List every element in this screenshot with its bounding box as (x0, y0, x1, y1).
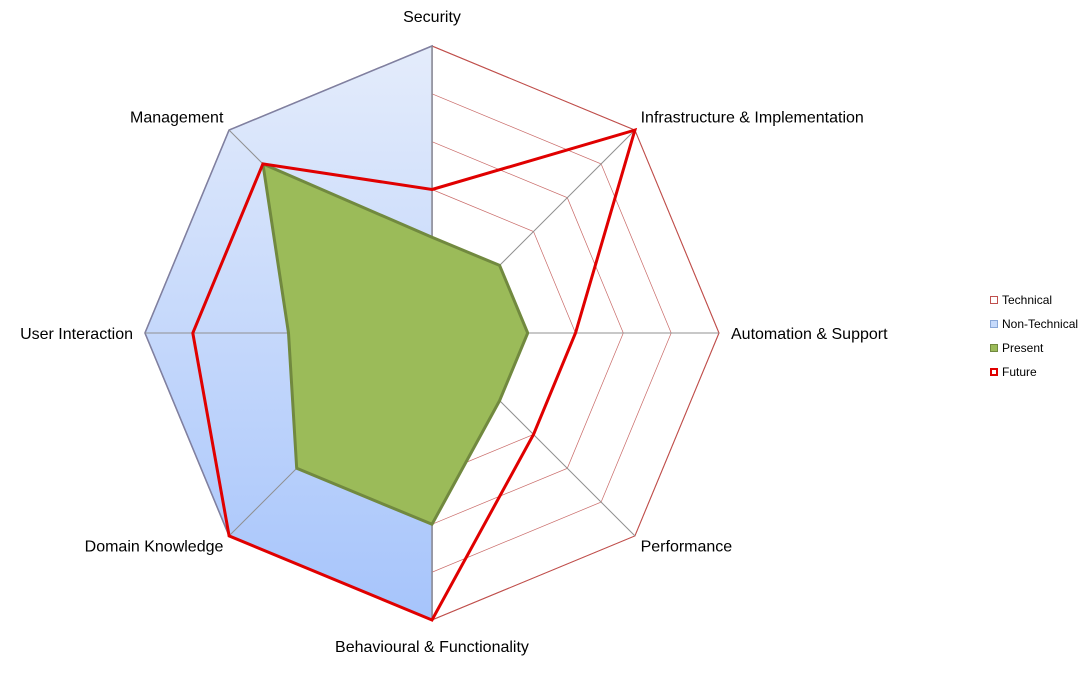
legend-item-present: Present (990, 336, 1078, 360)
axis-label-automation-and-support: Automation & Support (731, 326, 888, 343)
front-series-layer (191, 127, 638, 622)
axis-label-domain-knowledge: Domain Knowledge (85, 539, 224, 556)
axis-label-user-interaction: User Interaction (20, 326, 133, 343)
legend-label-future: Future (1002, 365, 1037, 379)
axis-labels-layer: Security Infrastructure & Implementation A… (20, 9, 888, 656)
legend: Technical Non-Technical Present Future (990, 288, 1078, 384)
series-area-present (261, 162, 530, 526)
legend-item-technical: Technical (990, 288, 1078, 312)
axis-label-management: Management (130, 109, 224, 126)
axis-label-infrastructure-and-implementation: Infrastructure & Implementation (641, 109, 864, 126)
legend-label-technical: Technical (1002, 293, 1053, 307)
legend-swatch-present (990, 344, 998, 352)
legend-swatch-non-technical (990, 320, 998, 328)
axis-label-behavioural-and-functionality: Behavioural & Functionality (335, 639, 529, 656)
axis-label-performance: Performance (641, 539, 733, 556)
legend-item-non-technical: Non-Technical (990, 312, 1078, 336)
legend-swatch-technical (990, 296, 998, 304)
legend-item-future: Future (990, 360, 1078, 384)
legend-label-present: Present (1002, 341, 1044, 355)
legend-swatch-future (990, 368, 998, 376)
legend-label-non-technical: Non-Technical (1002, 317, 1079, 331)
series-line-future (191, 127, 638, 622)
axis-label-security: Security (403, 9, 461, 26)
